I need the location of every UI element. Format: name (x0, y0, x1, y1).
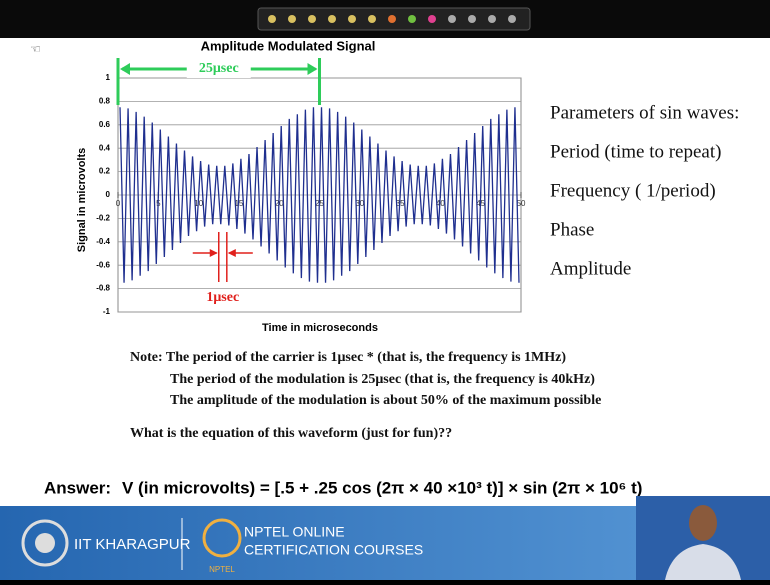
y-tick-label: -0.2 (96, 214, 110, 223)
y-tick-label: -1 (103, 307, 111, 316)
y-tick-label: 0 (106, 190, 111, 199)
answer-label: Answer: (44, 478, 111, 497)
y-tick-label: -0.4 (96, 237, 110, 246)
course-line: CERTIFICATION COURSES (244, 542, 423, 558)
note-line: Note: The period of the carrier is 1μsec… (130, 350, 566, 365)
y-tick-label: 0.8 (99, 97, 111, 106)
x-axis-label: Time in microseconds (262, 322, 378, 334)
y-tick-label: 1 (106, 73, 111, 82)
note-line: The amplitude of the modulation is about… (170, 393, 601, 408)
parameter-item: Frequency ( 1/period) (550, 180, 716, 201)
y-tick-label: 0.2 (99, 167, 111, 176)
nptel-logo-text: NPTEL (209, 565, 235, 574)
y-axis-label: Signal in microvolts (76, 148, 88, 253)
institute-name: IIT KHARAGPUR (74, 536, 191, 553)
cursor-icon: ☜ (30, 42, 41, 56)
parameters-title: Parameters of sin waves: (550, 102, 739, 123)
parameter-item: Period (time to repeat) (550, 141, 721, 162)
parameter-item: Phase (550, 219, 594, 240)
page: {"chart_data": {"type": "line", "title":… (0, 0, 770, 580)
chart-title: Amplitude Modulated Signal (201, 38, 376, 53)
course-line: NPTEL ONLINE (244, 524, 345, 540)
answer-equation: V (in microvolts) = [.5 + .25 cos (2π × … (122, 478, 642, 497)
note-line: The period of the modulation is 25μsec (… (170, 372, 595, 387)
screenshot: ☜ Amplitude Modulated Signal Signal in m… (0, 0, 770, 580)
annotation-text: 1μsec (206, 290, 239, 305)
y-tick-label: 0.6 (99, 120, 111, 129)
presenter-video (636, 496, 770, 580)
iit-logo-center (35, 533, 55, 553)
parameter-item: Amplitude (550, 258, 631, 279)
x-tick-label: 50 (517, 199, 526, 208)
question: What is the equation of this waveform (j… (130, 426, 452, 441)
x-tick-label: 0 (116, 199, 121, 208)
annotation-text: 25μsec (199, 61, 239, 76)
y-tick-label: -0.8 (96, 284, 110, 293)
presenter-head (689, 505, 717, 541)
y-tick-label: -0.6 (96, 260, 110, 269)
y-tick-label: 0.4 (99, 143, 111, 152)
